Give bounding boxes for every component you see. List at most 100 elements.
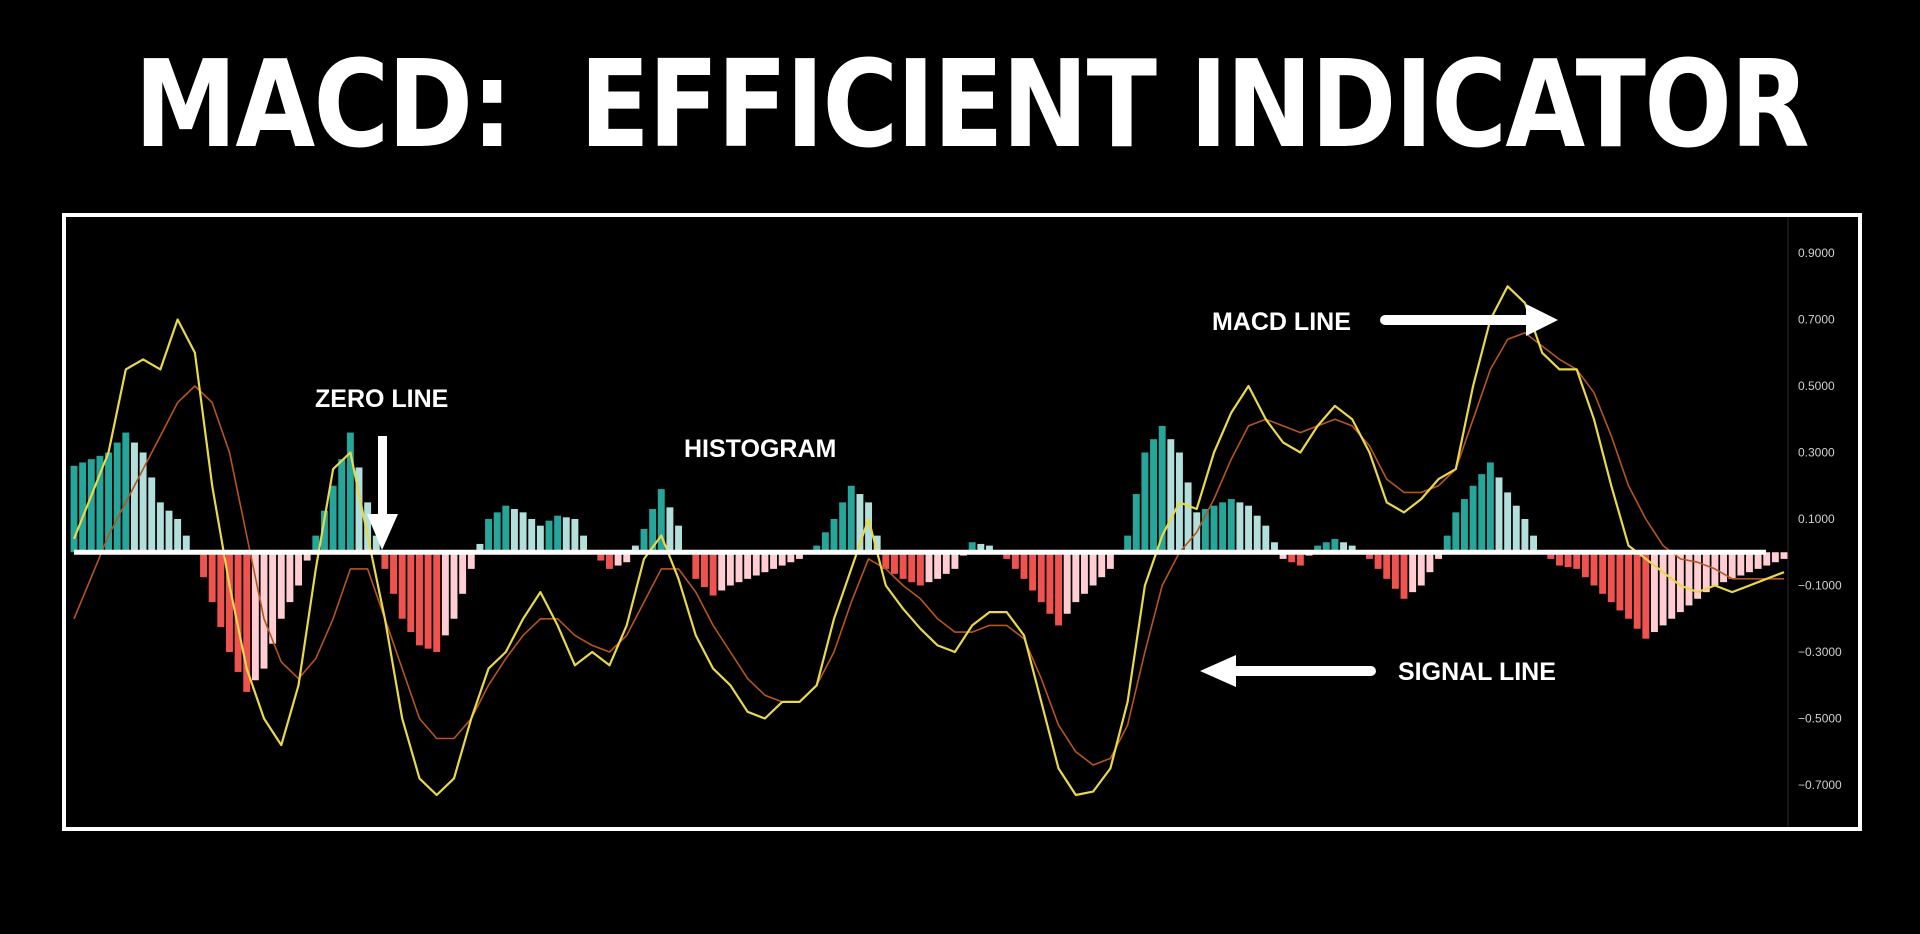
histogram-bar	[139, 452, 147, 553]
y-tick-label: −0.5000	[1798, 712, 1842, 726]
histogram-bar	[1081, 552, 1088, 594]
indicator-lines	[72, 285, 1785, 797]
histogram-bar	[640, 528, 648, 553]
histogram-bar	[398, 552, 406, 619]
histogram-bar	[977, 543, 985, 553]
histogram-bar	[1702, 552, 1710, 593]
histogram-bar	[951, 552, 959, 569]
y-tick-label: 0.1000	[1798, 512, 1835, 526]
histogram-bar	[1374, 552, 1382, 569]
histogram-bar	[631, 545, 639, 553]
histogram-bar	[752, 552, 760, 576]
histogram-bar	[1383, 552, 1391, 579]
y-tick-label: −0.3000	[1798, 645, 1842, 659]
histogram-bar	[1668, 552, 1676, 619]
histogram-bar	[1029, 552, 1037, 591]
histogram-bar	[606, 552, 613, 569]
histogram-bar	[1461, 499, 1468, 553]
histogram-bar	[269, 552, 277, 644]
histogram-bar	[942, 552, 950, 574]
histogram-bar	[536, 525, 544, 553]
histogram-bar	[1227, 499, 1235, 553]
histogram-bar	[433, 552, 441, 652]
signal-line-label: SIGNAL LINE	[1398, 658, 1556, 686]
histogram-bar	[338, 459, 346, 553]
histogram-bar	[1599, 552, 1607, 594]
histogram-bar	[1512, 505, 1520, 553]
histogram-bar	[1581, 552, 1589, 578]
histogram-bar	[1020, 552, 1028, 579]
histogram-bar	[1590, 552, 1598, 586]
histogram-bar	[1564, 552, 1572, 568]
histogram-bar	[1694, 552, 1702, 599]
histogram-bar	[571, 519, 579, 553]
histogram-bar	[1607, 552, 1615, 603]
histogram-bar	[1098, 552, 1106, 578]
histogram-bar	[226, 552, 233, 652]
histogram-bar	[105, 452, 112, 553]
macd-line-label: MACD LINE	[1212, 308, 1351, 336]
histogram-bar	[1219, 502, 1227, 553]
histogram-bar	[709, 552, 717, 596]
histogram-bar	[1469, 485, 1477, 553]
histogram-bar	[1046, 552, 1054, 614]
histogram-bar	[485, 519, 492, 553]
histogram-bar	[1737, 552, 1745, 576]
histogram-bar	[381, 552, 389, 569]
histogram-bar	[1625, 552, 1632, 619]
histogram-bar	[96, 455, 104, 553]
histogram-bar	[200, 552, 207, 578]
histogram-bar	[407, 552, 415, 633]
histogram-bar	[1642, 552, 1650, 639]
histogram-bar	[1253, 515, 1261, 553]
histogram-bar	[1322, 542, 1330, 553]
histogram-bar	[1417, 552, 1425, 586]
histogram-bar	[79, 462, 87, 553]
macd-chart: 0.9000 0.7000 0.5000 0.3000 0.1000 −0.1000 −0.…	[62, 213, 1862, 831]
histogram-bar	[148, 477, 156, 553]
histogram-bar	[821, 532, 829, 553]
histogram-bar	[1400, 552, 1408, 599]
histogram-bar	[476, 543, 484, 553]
histogram-bar	[493, 512, 501, 553]
histogram-bar	[787, 552, 795, 563]
histogram-bar	[925, 552, 933, 583]
histogram-bar	[1003, 552, 1011, 559]
histogram-bar	[1340, 542, 1347, 553]
histogram-bar	[1132, 494, 1140, 553]
histogram-bar	[562, 517, 570, 553]
histogram-bar	[450, 552, 458, 619]
histogram-bar	[692, 552, 700, 579]
histogram-bar	[1141, 452, 1149, 553]
histogram-bar	[1616, 552, 1624, 611]
histogram-bar	[1746, 552, 1753, 573]
histogram-bar	[131, 442, 138, 553]
histogram-bar	[813, 545, 821, 553]
histogram-bar	[891, 552, 898, 574]
histogram-bar	[1236, 502, 1244, 553]
histogram-bar	[390, 552, 397, 594]
histogram-bar	[1072, 552, 1080, 603]
histogram-bar	[1478, 474, 1486, 553]
histogram-bar	[1633, 552, 1641, 629]
histogram-bar	[1495, 477, 1503, 553]
histogram-bar	[908, 552, 916, 583]
histogram-bar	[1245, 505, 1252, 553]
histogram-bar	[770, 552, 777, 569]
histogram-bar	[545, 520, 553, 553]
histogram-bar	[1150, 439, 1157, 553]
histogram-bar	[986, 545, 993, 553]
histogram-bar	[511, 509, 518, 553]
histogram-bar	[1296, 552, 1304, 566]
histogram-bar	[701, 552, 708, 588]
histogram-bar	[519, 512, 527, 553]
histogram-bar	[165, 510, 173, 553]
histogram-bar	[597, 552, 605, 561]
histogram-bar	[174, 519, 182, 553]
histogram-bar	[623, 552, 631, 563]
histogram-bar	[934, 552, 942, 579]
histogram-bar	[1573, 552, 1581, 569]
histogram-bar	[839, 502, 847, 553]
histogram-bar	[666, 507, 674, 553]
histogram-bar	[346, 432, 354, 553]
